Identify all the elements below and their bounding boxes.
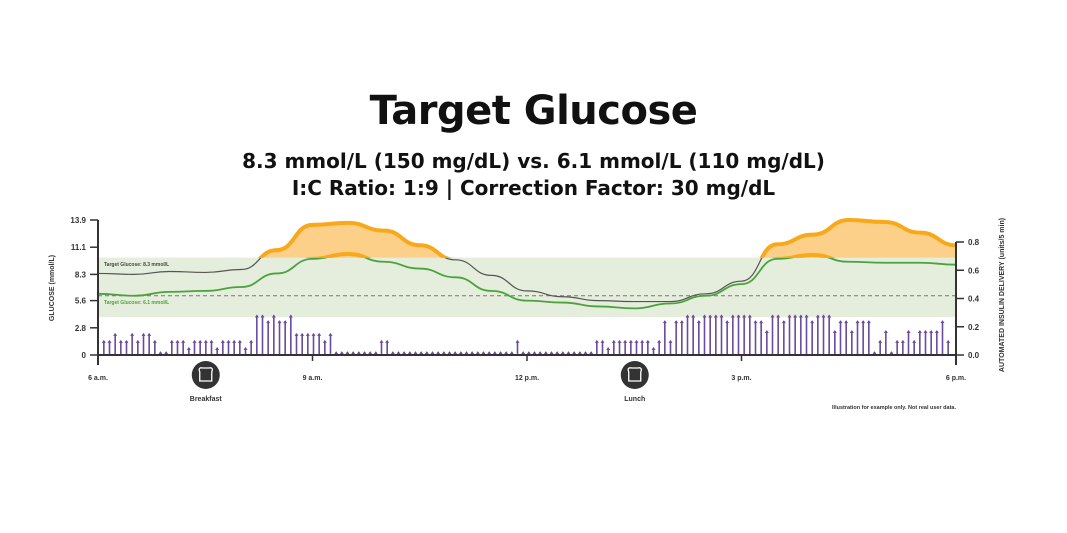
axes: 0 2.8 5.6 8.3 11.1 13.9 0.0 0.2 0.4 0.6 0.8 6 a.m. 9… [70,216,979,382]
band-label-8-3: Target Glucose: 8.3 mmol/L [104,262,169,268]
y2-tick-label: 0.2 [968,323,980,332]
y-tick-label: 11.1 [71,243,87,252]
x-tick-label: 9 a.m. [303,375,323,382]
x-tick-label: 6 a.m. [88,375,108,382]
y2-tick-label: 0.4 [968,295,980,304]
insulin-bars [101,314,951,355]
y2-axis-title: AUTOMATED INSULIN DELIVERY (units/5 min) [999,218,1006,372]
glucose-line-0 [98,257,763,303]
chart-title: Target Glucose [369,88,698,134]
y-tick-label: 5.6 [75,297,87,306]
y-tick-label: 2.8 [75,324,87,333]
y-tick-label: 0 [82,351,87,360]
meal-markers: Breakfast Lunch [190,361,649,403]
meal-label: Lunch [624,396,645,403]
meal-marker-lunch: Lunch [620,361,649,403]
glucose-lines [98,257,956,310]
above-range-fills [257,217,956,258]
y2-tick-label: 0.6 [968,266,980,275]
x-tick-label: 3 p.m. [731,375,751,382]
y2-tick-label: 0.0 [968,351,980,360]
x-tick-label: 6 p.m. [946,375,966,382]
disclaimer: Illustration for example only. Not real … [832,405,956,411]
meal-marker-breakfast: Breakfast [190,361,223,403]
y2-tick-label: 0.8 [968,238,980,247]
bread-icon [627,367,642,382]
glucose-line-1 [98,257,956,310]
meal-label: Breakfast [190,396,223,403]
band-label-6-1: Target Glucose: 6.1 mmol/L [104,300,169,306]
y-axis-title: GLUCOSE (mmol/L) [49,255,56,321]
chart-subtitle-ratios: I:C Ratio: 1:9 | Correction Factor: 30 m… [291,176,776,200]
chart-subtitle-targets: 8.3 mmol/L (150 mg/dL) vs. 6.1 mmol/L (1… [242,149,825,173]
x-tick-label: 12 p.m. [515,375,539,382]
y-tick-label: 13.9 [70,216,86,225]
y-tick-label: 8.3 [75,270,87,279]
bread-icon [198,367,213,382]
